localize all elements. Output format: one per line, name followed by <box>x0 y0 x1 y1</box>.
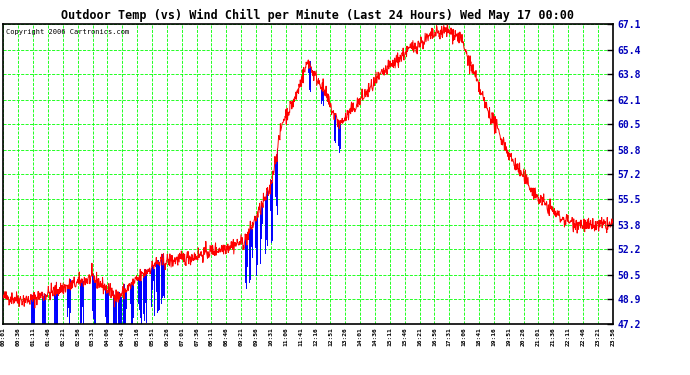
Text: 05:16: 05:16 <box>135 327 139 346</box>
Text: Copyright 2006 Cartronics.com: Copyright 2006 Cartronics.com <box>6 29 130 35</box>
Text: 00:36: 00:36 <box>16 327 21 346</box>
Text: 02:56: 02:56 <box>75 327 80 346</box>
Text: 19:16: 19:16 <box>491 327 496 346</box>
Text: 20:26: 20:26 <box>521 327 526 346</box>
Text: 12:16: 12:16 <box>313 327 318 346</box>
Text: 05:51: 05:51 <box>150 327 155 346</box>
Text: 22:46: 22:46 <box>580 327 586 346</box>
Text: 21:36: 21:36 <box>551 327 555 346</box>
Text: 21:01: 21:01 <box>536 327 541 346</box>
Text: 09:56: 09:56 <box>253 327 259 346</box>
Text: 13:26: 13:26 <box>343 327 348 346</box>
Text: 09:21: 09:21 <box>239 327 244 346</box>
Text: 02:21: 02:21 <box>61 327 66 346</box>
Text: 03:31: 03:31 <box>90 327 95 346</box>
Text: 08:46: 08:46 <box>224 327 229 346</box>
Text: 16:21: 16:21 <box>417 327 422 346</box>
Text: 15:11: 15:11 <box>387 327 393 346</box>
Text: 10:31: 10:31 <box>268 327 273 346</box>
Text: 15:46: 15:46 <box>402 327 407 346</box>
Text: 00:01: 00:01 <box>1 327 6 346</box>
Text: 04:06: 04:06 <box>105 327 110 346</box>
Text: 11:06: 11:06 <box>284 327 288 346</box>
Text: 23:56: 23:56 <box>610 327 615 346</box>
Text: 08:11: 08:11 <box>209 327 214 346</box>
Text: 01:11: 01:11 <box>30 327 36 346</box>
Text: 22:11: 22:11 <box>566 327 571 346</box>
Text: 04:41: 04:41 <box>120 327 125 346</box>
Text: 16:56: 16:56 <box>432 327 437 346</box>
Text: 17:31: 17:31 <box>446 327 452 346</box>
Text: 23:21: 23:21 <box>595 327 600 346</box>
Text: 19:51: 19:51 <box>506 327 511 346</box>
Text: 11:41: 11:41 <box>298 327 303 346</box>
Text: 14:01: 14:01 <box>357 327 363 346</box>
Text: 12:51: 12:51 <box>328 327 333 346</box>
Text: 06:26: 06:26 <box>164 327 170 346</box>
Text: 18:06: 18:06 <box>462 327 466 346</box>
Text: 18:41: 18:41 <box>477 327 482 346</box>
Text: 01:46: 01:46 <box>46 327 50 346</box>
Text: 07:36: 07:36 <box>194 327 199 346</box>
Text: 07:01: 07:01 <box>179 327 184 346</box>
Text: Outdoor Temp (vs) Wind Chill per Minute (Last 24 Hours) Wed May 17 00:00: Outdoor Temp (vs) Wind Chill per Minute … <box>61 9 574 22</box>
Text: 14:36: 14:36 <box>373 327 377 346</box>
